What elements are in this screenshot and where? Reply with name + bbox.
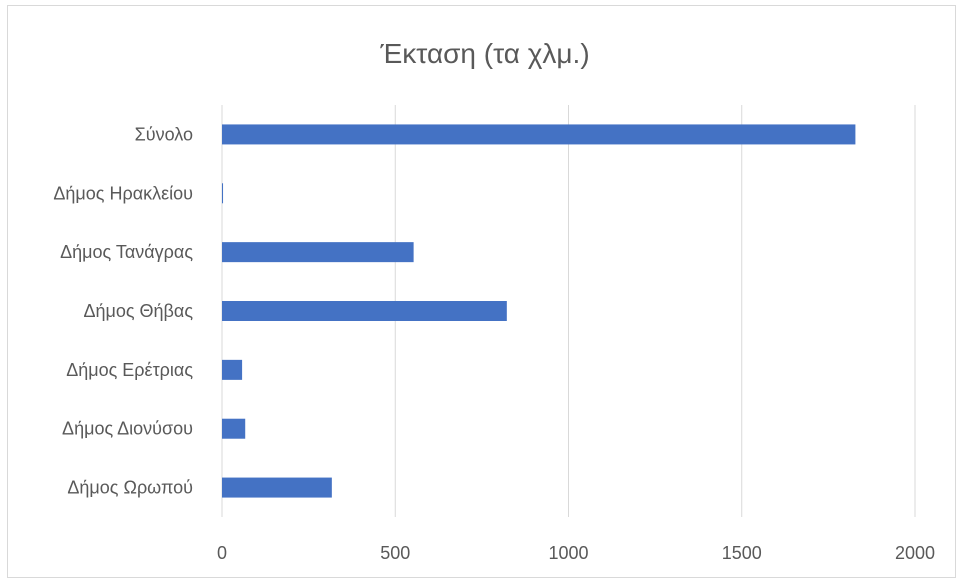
y-category-label: Σύνολο xyxy=(135,124,193,144)
bar xyxy=(222,359,243,380)
y-axis-labels: Σύνολο Δήμος Ηρακλείου Δήμος Τανάγρας Δήμος… xyxy=(53,124,193,497)
x-tick-label: 500 xyxy=(380,543,410,563)
bar xyxy=(222,242,414,263)
bar xyxy=(222,301,507,321)
bar xyxy=(222,124,856,145)
x-tick-label: 1500 xyxy=(722,543,762,563)
bar xyxy=(222,477,332,498)
bar xyxy=(222,418,246,439)
x-tick-label: 1000 xyxy=(548,543,588,563)
chart-frame xyxy=(7,5,956,578)
x-tick-label: 0 xyxy=(217,543,227,563)
y-category-label: Δήμος Ωρωπού xyxy=(67,478,193,498)
y-category-label: Δήμος Τανάγρας xyxy=(60,242,193,262)
bars xyxy=(222,124,856,498)
x-tick-label: 2000 xyxy=(895,543,935,563)
y-category-label: Δήμος Ηρακλείου xyxy=(53,183,193,203)
y-category-label: Δήμος Διονύσου xyxy=(62,419,193,439)
x-axis-ticks: 0 500 1000 1500 2000 xyxy=(217,543,935,563)
chart-title: Έκταση (τα χλμ.) xyxy=(379,38,589,69)
bar xyxy=(222,183,224,204)
y-category-label: Δήμος Θήβας xyxy=(83,301,193,321)
y-category-label: Δήμος Ερέτριας xyxy=(66,360,193,380)
